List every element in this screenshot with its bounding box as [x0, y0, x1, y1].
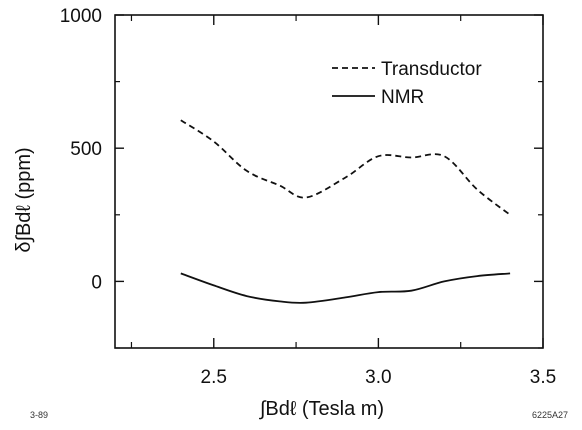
x-tick-label: 3.5 — [530, 367, 556, 388]
y-tick-label: 0 — [91, 272, 102, 293]
series-line-nmr — [180, 272, 511, 304]
x-tick-label: 3.0 — [365, 367, 391, 388]
plot-frame-group — [114, 14, 544, 349]
y-axis-title: δ∫Bdℓ (ppm) — [13, 147, 35, 252]
legend: Transductor NMR — [332, 59, 482, 108]
series-group — [180, 119, 511, 304]
legend-label-transductor: Transductor — [381, 59, 482, 80]
y-tick-label: 500 — [70, 139, 102, 160]
legend-label-nmr: NMR — [381, 87, 424, 108]
figure-id-note: 6225A27 — [532, 410, 568, 420]
x-axis-title: ∫Bdℓ (Tesla m) — [259, 398, 384, 420]
figure-date-note: 3-89 — [30, 410, 48, 420]
y-ticks-group: 0 500 1000 — [60, 6, 543, 349]
x-ticks-group: 2.5 3.0 3.5 — [130, 15, 556, 388]
x-tick-label: 2.5 — [201, 367, 227, 388]
series-line-transductor — [180, 119, 511, 216]
y-tick-label: 1000 — [60, 6, 102, 27]
plot-frame — [114, 14, 544, 349]
